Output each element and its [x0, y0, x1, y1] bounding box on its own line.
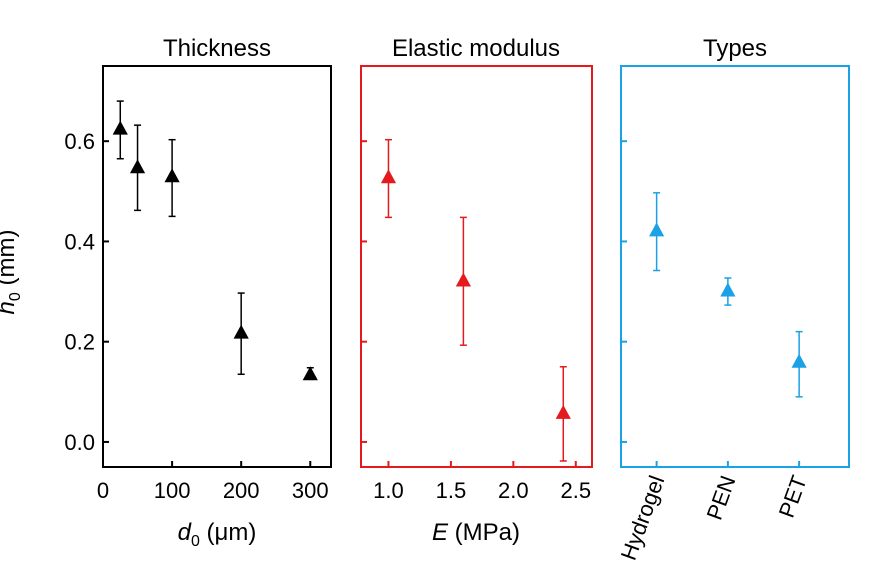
panel-thickness-marks: 0.0 0.2 0.4 0.6 0 100 200 300: [64, 100, 329, 503]
y-tick-label: 0.6: [64, 129, 95, 154]
panel-thickness: Thickness h0 (mm) d0 (μm) 0.0 0.2 0.4 0.6 0 1…: [0, 35, 332, 550]
data-point: [455, 272, 471, 287]
x-axis-label-thickness: d0 (μm): [178, 519, 257, 550]
y-axis-label: h0 (mm): [0, 230, 24, 315]
panel-types-title: Types: [703, 35, 767, 62]
panel-elastic-modulus-frame: [360, 65, 593, 468]
x-tick-label: 1.5: [436, 478, 467, 503]
x-category-label: Hydrogel: [616, 472, 670, 563]
y-tick-label: 0.0: [64, 430, 95, 455]
x-category-label: PET: [774, 472, 812, 521]
data-point: [380, 169, 397, 184]
x-tick-label: 2.5: [560, 478, 591, 503]
data-point: [649, 222, 665, 237]
data-point: [555, 404, 571, 419]
data-point: [720, 282, 736, 297]
x-category-label: PEN: [702, 472, 741, 523]
panel-types-frame: [620, 65, 850, 468]
data-point: [233, 324, 249, 339]
x-tick-label: 2.0: [498, 478, 529, 503]
data-point: [129, 159, 146, 174]
panel-types-marks: Hydrogel PEN PET: [616, 140, 812, 563]
panel-types: Types Hydrogel PEN PET: [616, 35, 850, 563]
data-point: [791, 353, 807, 368]
data-point: [164, 168, 180, 183]
y-tick-label: 0.4: [64, 229, 95, 254]
data-point: [302, 366, 318, 381]
x-tick-label: 1.0: [373, 478, 404, 503]
panel-elastic-modulus-title: Elastic modulus: [392, 35, 560, 62]
data-point: [112, 120, 128, 135]
panel-thickness-frame: [102, 65, 332, 468]
panel-thickness-title: Thickness: [163, 35, 271, 62]
x-axis-label-modulus: E (MPa): [432, 519, 520, 546]
panel-elastic-modulus-marks: 1.0 1.5 2.0 2.5: [361, 138, 591, 503]
x-tick-label: 0: [97, 478, 109, 503]
x-tick-label: 200: [223, 478, 260, 503]
x-tick-label: 100: [154, 478, 191, 503]
y-tick-label: 0.2: [64, 330, 95, 355]
panel-elastic-modulus: Elastic modulus E (MPa) 1.0 1.5 2.0 2.5: [360, 35, 593, 546]
x-tick-label: 300: [292, 478, 329, 503]
